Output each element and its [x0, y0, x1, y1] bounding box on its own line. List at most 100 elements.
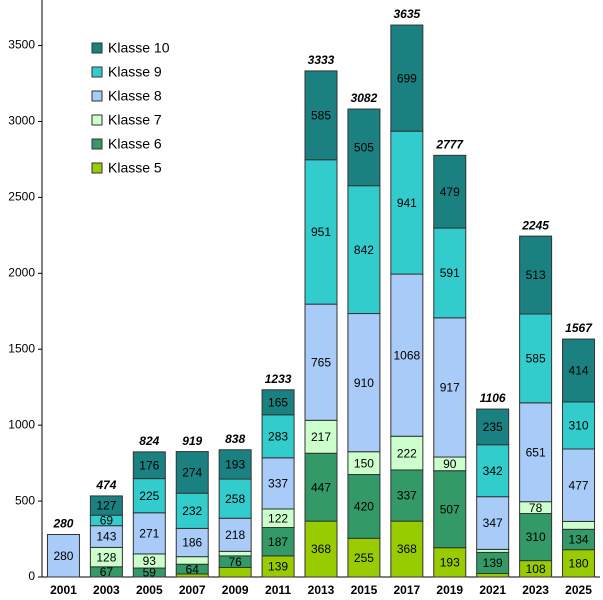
data-label: 187 [268, 535, 288, 549]
bar-segment [519, 313, 553, 404]
data-label: 127 [96, 499, 116, 513]
data-label: 479 [440, 185, 460, 199]
y-tick-label: 1000 [8, 417, 35, 431]
bar-segment [433, 470, 467, 549]
data-label: 222 [397, 446, 417, 460]
data-label: 505 [354, 141, 374, 155]
data-label: 310 [526, 530, 546, 544]
data-label: 941 [397, 196, 417, 210]
data-label: 255 [354, 551, 374, 565]
total-label: 2777 [435, 138, 464, 152]
x-tick-label: 2013 [308, 583, 335, 597]
bar-segment [261, 414, 295, 459]
y-tick-label: 1500 [8, 341, 35, 355]
data-label: 90 [443, 457, 457, 471]
data-label: 218 [225, 528, 245, 542]
data-label: 507 [440, 502, 460, 516]
x-tick-label: 2007 [179, 583, 206, 597]
x-tick-label: 2021 [479, 583, 506, 597]
bar-segment [476, 444, 510, 498]
bar-segment [261, 389, 295, 416]
bar-segment [390, 469, 424, 522]
data-label: 765 [311, 355, 331, 369]
data-label: 271 [139, 527, 159, 541]
total-label: 919 [182, 434, 202, 448]
data-label: 258 [225, 492, 245, 506]
data-label: 280 [53, 549, 73, 563]
bar-segment [476, 408, 510, 446]
x-tick-label: 2009 [222, 583, 249, 597]
data-label: 139 [268, 560, 288, 574]
data-label: 186 [182, 536, 202, 550]
bar-segment [218, 449, 252, 480]
bar-segment [519, 402, 553, 503]
bar-segment [519, 513, 553, 562]
data-label: 93 [143, 554, 157, 568]
data-label: 414 [569, 364, 589, 378]
bar-segment [175, 556, 209, 565]
total-label: 280 [52, 517, 73, 531]
legend-swatch [91, 66, 103, 78]
bar-segment [261, 526, 295, 557]
legend-label: Klasse 8 [108, 88, 162, 104]
bar-segment [175, 492, 209, 529]
data-label: 78 [529, 501, 543, 515]
y-tick-label: 3500 [8, 38, 35, 52]
legend-label: Klasse 6 [108, 136, 162, 152]
data-label: 193 [225, 458, 245, 472]
bar-segment [304, 70, 338, 161]
legend-swatch [91, 162, 103, 174]
legend-swatch [91, 90, 103, 102]
data-label: 513 [526, 268, 546, 282]
legend-swatch [91, 114, 103, 126]
data-label: 310 [569, 419, 589, 433]
x-tick-label: 2025 [565, 583, 592, 597]
legend-label: Klasse 9 [108, 64, 162, 80]
x-tick-label: 2019 [436, 583, 463, 597]
data-label: 225 [139, 489, 159, 503]
x-tick-label: 2017 [393, 583, 420, 597]
data-label: 180 [569, 557, 589, 571]
data-label: 447 [311, 480, 331, 494]
data-label: 651 [526, 445, 546, 459]
bar-segment [132, 478, 166, 514]
data-label: 59 [143, 566, 157, 580]
data-label: 274 [182, 466, 202, 480]
bar-segment [390, 24, 424, 132]
total-label: 1567 [565, 321, 593, 335]
bar-segment [218, 550, 252, 557]
data-label: 217 [311, 430, 331, 444]
bar-segment [347, 537, 381, 578]
legend-label: Klasse 7 [108, 112, 162, 128]
bar-segment [218, 478, 252, 519]
data-label: 842 [354, 243, 374, 257]
bar-segment [562, 338, 596, 403]
data-label: 585 [311, 108, 331, 122]
data-label: 283 [268, 429, 288, 443]
data-label: 139 [483, 556, 503, 570]
data-label: 1068 [393, 348, 420, 362]
data-label: 951 [311, 225, 331, 239]
data-label: 917 [440, 381, 460, 395]
bar-segment [175, 527, 209, 558]
bar-segment [304, 520, 338, 578]
bar-segment [261, 457, 295, 510]
data-label: 67 [100, 565, 114, 579]
bar-segment [132, 512, 166, 555]
data-label: 232 [182, 504, 202, 518]
data-label: 193 [440, 556, 460, 570]
x-tick-label: 2005 [136, 583, 163, 597]
data-label: 585 [526, 352, 546, 366]
bar-segment [175, 451, 209, 494]
data-label: 699 [397, 71, 417, 85]
bar-segment [433, 227, 467, 319]
total-label: 3333 [308, 53, 335, 67]
bar-segment [562, 401, 596, 450]
data-label: 150 [354, 456, 374, 470]
y-tick-label: 2000 [8, 265, 35, 279]
y-tick-label: 3000 [8, 114, 35, 128]
data-label: 143 [96, 530, 116, 544]
bar-segment [433, 154, 467, 229]
total-label: 838 [225, 432, 245, 446]
